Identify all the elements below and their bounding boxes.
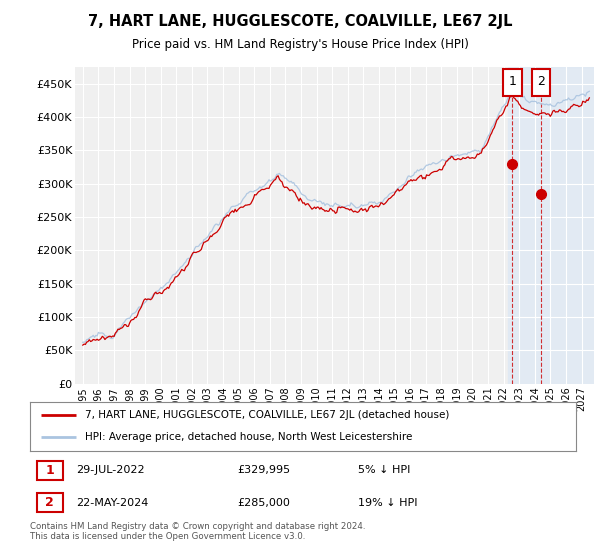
FancyBboxPatch shape — [37, 461, 63, 480]
Text: £285,000: £285,000 — [238, 497, 290, 507]
Bar — [508, 67, 597, 384]
Text: 2: 2 — [537, 75, 545, 88]
Text: 5% ↓ HPI: 5% ↓ HPI — [358, 465, 410, 475]
Text: Price paid vs. HM Land Registry's House Price Index (HPI): Price paid vs. HM Land Registry's House … — [131, 38, 469, 50]
Text: 22-MAY-2024: 22-MAY-2024 — [76, 497, 149, 507]
FancyBboxPatch shape — [503, 69, 522, 96]
Text: 7, HART LANE, HUGGLESCOTE, COALVILLE, LE67 2JL: 7, HART LANE, HUGGLESCOTE, COALVILLE, LE… — [88, 14, 512, 29]
Text: 1: 1 — [509, 75, 517, 88]
Text: 2: 2 — [45, 496, 54, 509]
Text: £329,995: £329,995 — [238, 465, 290, 475]
Text: 7, HART LANE, HUGGLESCOTE, COALVILLE, LE67 2JL (detached house): 7, HART LANE, HUGGLESCOTE, COALVILLE, LE… — [85, 410, 449, 420]
FancyBboxPatch shape — [37, 493, 63, 512]
Text: 1: 1 — [45, 464, 54, 477]
Text: HPI: Average price, detached house, North West Leicestershire: HPI: Average price, detached house, Nort… — [85, 432, 412, 442]
Text: Contains HM Land Registry data © Crown copyright and database right 2024.
This d: Contains HM Land Registry data © Crown c… — [30, 522, 365, 542]
Text: 19% ↓ HPI: 19% ↓ HPI — [358, 497, 417, 507]
Text: 29-JUL-2022: 29-JUL-2022 — [76, 465, 145, 475]
FancyBboxPatch shape — [532, 69, 550, 96]
